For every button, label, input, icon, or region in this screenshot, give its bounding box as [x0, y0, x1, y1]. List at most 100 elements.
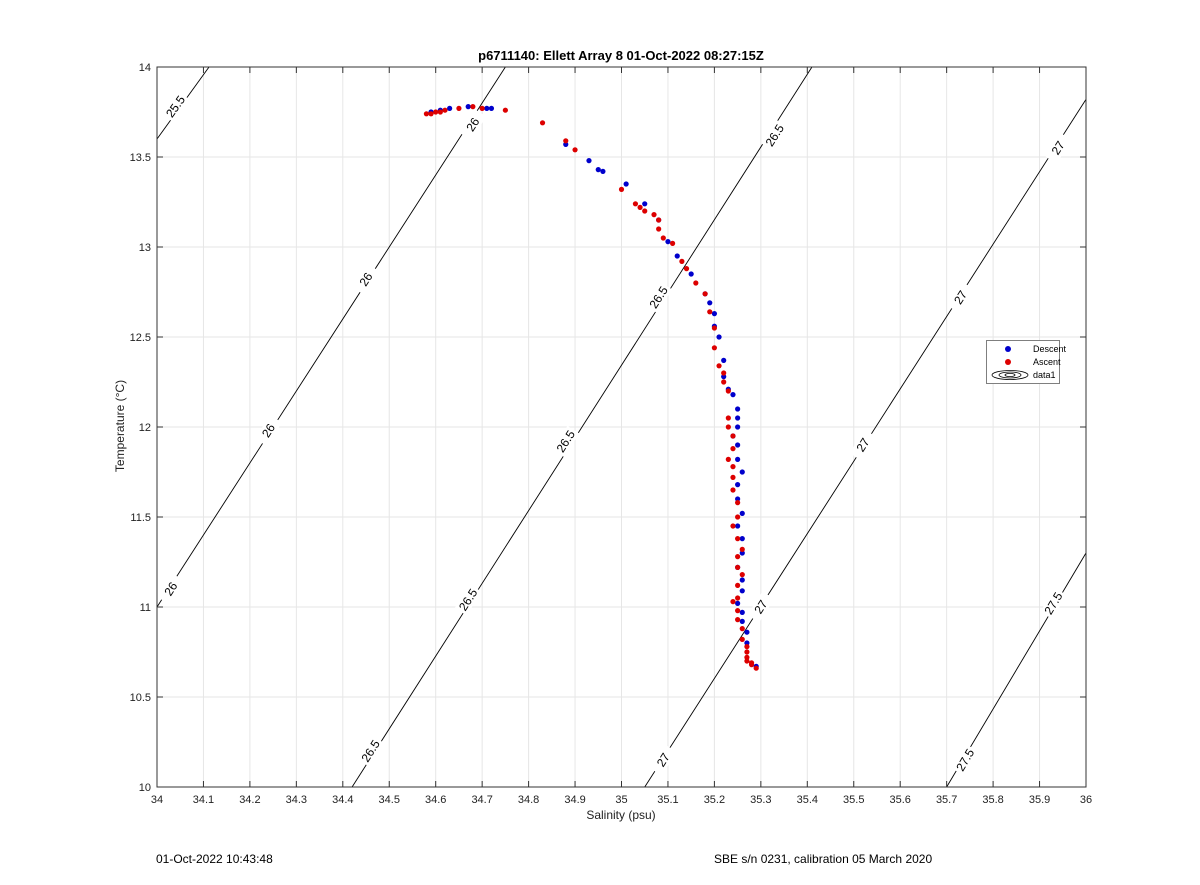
- legend-item-data1: data1: [987, 369, 1059, 381]
- grid: [156, 66, 1087, 788]
- descent-point: [739, 577, 745, 583]
- ascent-point: [502, 107, 508, 113]
- footer-calibration: SBE s/n 0231, calibration 05 March 2020: [714, 852, 933, 866]
- ascent-point: [735, 536, 741, 542]
- ascent-point: [711, 345, 718, 351]
- x-tick-label: 36: [1080, 794, 1092, 806]
- ascent-point: [735, 500, 741, 506]
- ascent-point: [735, 514, 741, 520]
- legend-label-data1: data1: [1033, 370, 1056, 380]
- ascent-point: [572, 147, 578, 153]
- descent-point: [623, 181, 629, 187]
- contour-label-bg: [747, 591, 775, 623]
- ascent-point: [730, 487, 736, 493]
- descent-point: [735, 523, 741, 529]
- axes-frame: [156, 66, 1087, 788]
- contour-label-bg: [459, 109, 487, 141]
- descent-point: [735, 600, 741, 607]
- descent-point: [735, 424, 741, 430]
- ascent-point: [730, 433, 736, 439]
- ascent-point: [739, 572, 745, 578]
- axes: 34 34.1 34.2 34.3 34.4 34.5 34.6 34.7 34.8 34.9 35…: [130, 62, 1093, 806]
- ascent-point: [730, 599, 736, 605]
- descent-point: [711, 311, 718, 317]
- ascent-point: [711, 325, 718, 331]
- descent-point: [674, 253, 680, 259]
- ascent-point: [642, 208, 648, 214]
- contour-label-bg: [649, 744, 677, 776]
- descent-marker-icon: [1005, 346, 1011, 352]
- ascent-point: [725, 456, 731, 462]
- contour-label-bg: [645, 281, 673, 313]
- ascent-point: [735, 554, 741, 560]
- y-tick-label: 10.5: [130, 692, 151, 704]
- ascent-point: [683, 266, 690, 272]
- descent-point: [739, 469, 745, 475]
- ascent-point: [656, 226, 662, 232]
- y-tick-label: 13.5: [130, 152, 151, 164]
- descent-point: [735, 482, 741, 488]
- ascent-point: [693, 280, 699, 286]
- ascent-point: [730, 474, 736, 480]
- x-tick-label: 35.5: [843, 794, 864, 806]
- legend-label-ascent: Ascent: [1033, 357, 1061, 367]
- descent-point: [735, 415, 741, 421]
- ascent-point: [753, 665, 759, 671]
- descent-point: [688, 271, 694, 277]
- ascent-point: [725, 415, 731, 421]
- x-tick-label: 34.3: [286, 794, 307, 806]
- ascent-point: [437, 109, 443, 115]
- descent-point: [484, 105, 490, 111]
- ascent-point: [456, 105, 462, 111]
- isopycnal-line: [156, 66, 506, 608]
- descent-point: [465, 104, 471, 110]
- ascent-point: [539, 120, 546, 126]
- descent-point: [739, 618, 745, 625]
- descent-point: [716, 334, 722, 340]
- y-axis-label: Temperature (°C): [113, 380, 127, 472]
- ascent-point: [735, 564, 741, 571]
- x-tick-label: 34.1: [193, 794, 214, 806]
- descent-point: [488, 105, 495, 111]
- ascent-point: [637, 204, 643, 210]
- contour-label-bg: [1044, 132, 1072, 164]
- ascent-point: [744, 644, 750, 650]
- ascent-point: [651, 212, 657, 218]
- x-tick-label: 34.4: [332, 794, 353, 806]
- x-tick-label: 34.9: [564, 794, 585, 806]
- x-tick-label: 35.8: [982, 794, 1003, 806]
- y-tick-label: 14: [139, 62, 151, 74]
- contour-label-bg: [952, 744, 979, 776]
- ascent-point: [563, 138, 569, 144]
- descent-point: [739, 510, 745, 516]
- contour-label-bg: [157, 573, 185, 605]
- ascent-point: [679, 258, 685, 264]
- x-tick-label: 35.6: [889, 794, 910, 806]
- footer-timestamp: 01-Oct-2022 10:43:48: [156, 852, 273, 866]
- x-tick-label: 35.4: [797, 794, 818, 806]
- ascent-point: [735, 608, 741, 614]
- contour-label-bg: [849, 429, 877, 461]
- ascent-point: [735, 617, 741, 623]
- ascent-point: [433, 109, 439, 115]
- descent-point: [730, 392, 736, 398]
- ascent-point: [744, 654, 750, 661]
- contour-label-bg: [761, 119, 789, 151]
- ascent-point: [716, 363, 722, 369]
- x-axis-label: Salinity (psu): [586, 808, 655, 822]
- descent-point: [744, 629, 750, 635]
- ascent-point: [423, 111, 430, 117]
- contour-label-bg: [161, 91, 190, 123]
- descent-point: [563, 141, 569, 147]
- x-tick-label: 35.1: [657, 794, 678, 806]
- ascent-point: [618, 186, 625, 192]
- contour-label-bg: [947, 281, 975, 313]
- x-tick-label: 35.2: [704, 794, 725, 806]
- ascent-point: [725, 388, 731, 394]
- isopycnal-line: [351, 66, 813, 788]
- descent-point: [735, 456, 741, 462]
- ascent-point: [702, 291, 708, 297]
- ascent-point: [721, 379, 727, 385]
- x-tick-label: 34.8: [518, 794, 539, 806]
- ascent-point: [735, 595, 741, 601]
